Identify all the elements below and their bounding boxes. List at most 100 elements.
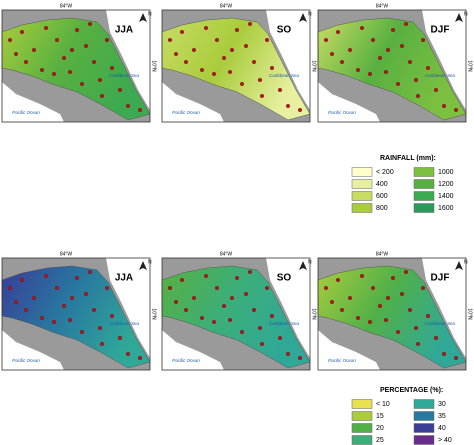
- north-arrow: [299, 261, 307, 270]
- station: [415, 341, 420, 346]
- station: [360, 274, 365, 279]
- station: [243, 292, 248, 297]
- station: [173, 300, 178, 305]
- station: [125, 351, 130, 356]
- station: [227, 70, 232, 75]
- station: [99, 341, 104, 346]
- lat-label: 10°N: [311, 308, 317, 320]
- station: [441, 351, 446, 356]
- panel-label: SO: [277, 273, 292, 284]
- pacific-ocean: [2, 82, 64, 122]
- station: [215, 38, 220, 43]
- station: [32, 48, 37, 53]
- caribbean-sea: [422, 258, 466, 358]
- station: [390, 276, 395, 281]
- station: [383, 70, 388, 75]
- sea-label: Pacific Ocean: [12, 110, 40, 115]
- legend-label: 1600: [438, 205, 454, 212]
- legend-label: 25: [376, 437, 384, 444]
- station: [44, 274, 49, 279]
- north-label: N: [308, 259, 312, 265]
- station: [378, 56, 383, 61]
- caribbean-sea: [106, 258, 150, 358]
- station: [340, 308, 345, 313]
- station: [425, 66, 430, 71]
- station: [251, 60, 256, 65]
- station: [222, 56, 227, 61]
- station: [13, 52, 18, 57]
- station: [264, 38, 269, 43]
- lon-label: 84°W: [376, 251, 389, 257]
- station: [204, 26, 209, 31]
- station: [200, 316, 205, 321]
- station: [269, 314, 274, 319]
- sea-label: Pacific Ocean: [328, 358, 356, 363]
- station: [212, 320, 217, 325]
- station: [20, 30, 25, 35]
- pacific-ocean: [318, 330, 380, 370]
- station: [371, 38, 376, 43]
- station: [87, 269, 92, 274]
- lat-label: 10°N: [467, 60, 473, 72]
- station: [323, 38, 328, 43]
- sea-label: Pacific Ocean: [172, 110, 200, 115]
- frame: [317, 9, 467, 123]
- north-arrow: [139, 261, 147, 270]
- map-panel: JJA Caribbean Sea Pacific Ocean 84°W 10°N N: [1, 3, 157, 123]
- station: [383, 318, 388, 323]
- station: [329, 52, 334, 57]
- station: [297, 355, 302, 360]
- station: [69, 48, 74, 53]
- station: [257, 325, 262, 330]
- station: [323, 286, 328, 291]
- station: [55, 286, 60, 291]
- legend-title: PERCENTAGE (%):: [380, 387, 443, 394]
- station: [167, 38, 172, 43]
- station: [173, 52, 178, 57]
- lat-label: 10°N: [467, 308, 473, 320]
- station: [79, 81, 84, 86]
- station: [24, 60, 29, 65]
- sea-label: Caribbean Sea: [425, 321, 456, 326]
- station: [212, 72, 217, 77]
- sea-label: Caribbean Sea: [269, 321, 300, 326]
- lon-label: 84°W: [60, 251, 73, 257]
- legend-title: RAINFALL (mm):: [380, 155, 436, 162]
- station: [180, 30, 185, 35]
- station: [407, 60, 412, 65]
- legend-label: 30: [438, 401, 446, 408]
- caribbean-sea: [422, 10, 466, 110]
- station: [180, 278, 185, 283]
- station: [24, 308, 29, 313]
- station: [336, 278, 341, 283]
- legend-label: 20: [376, 425, 384, 432]
- station: [453, 355, 458, 360]
- station: [74, 28, 79, 33]
- station: [403, 269, 408, 274]
- station: [7, 38, 12, 43]
- station: [247, 21, 252, 26]
- station: [329, 300, 334, 305]
- station: [390, 28, 395, 33]
- station: [44, 26, 49, 31]
- north-arrow: [455, 261, 463, 270]
- station: [453, 107, 458, 112]
- station: [97, 325, 102, 330]
- legend-swatch: [351, 399, 373, 409]
- station: [74, 276, 79, 281]
- station: [385, 48, 390, 53]
- north-arrow: [139, 13, 147, 22]
- station: [87, 21, 92, 26]
- legend-label: > 40: [438, 437, 452, 444]
- station: [222, 304, 227, 309]
- station: [360, 26, 365, 31]
- station: [67, 70, 72, 75]
- station: [395, 329, 400, 334]
- legend-swatch: [351, 191, 373, 201]
- station: [368, 320, 373, 325]
- north-label: N: [464, 259, 468, 265]
- station: [62, 56, 67, 61]
- station: [229, 48, 234, 53]
- station: [117, 87, 122, 92]
- pacific-ocean: [2, 330, 64, 370]
